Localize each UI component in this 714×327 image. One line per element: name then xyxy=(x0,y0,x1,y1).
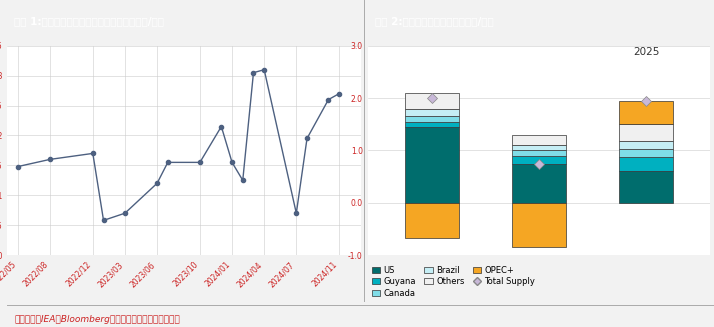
Bar xyxy=(619,157,673,171)
Bar xyxy=(619,124,673,141)
Bar xyxy=(512,150,565,156)
Text: 2025: 2025 xyxy=(633,47,659,57)
Bar xyxy=(512,135,565,145)
Bar xyxy=(512,203,565,247)
Bar xyxy=(619,171,673,203)
Text: 数据来源：IEA、Bloomberg、广发期货发展研究中心整理: 数据来源：IEA、Bloomberg、广发期货发展研究中心整理 xyxy=(14,315,180,324)
Bar xyxy=(512,156,565,164)
Bar xyxy=(406,109,458,116)
Bar xyxy=(512,145,565,150)
Bar xyxy=(406,94,458,109)
Bar xyxy=(512,164,565,203)
Bar xyxy=(619,141,673,149)
Bar xyxy=(619,101,673,124)
Bar xyxy=(619,149,673,157)
Bar xyxy=(406,122,458,127)
Bar xyxy=(406,116,458,122)
Bar xyxy=(406,127,458,203)
Legend: US, Guyana, Canada, Brazil, Others, OPEC+, Total Supply: US, Guyana, Canada, Brazil, Others, OPEC… xyxy=(372,266,536,298)
Bar xyxy=(406,203,458,238)
Text: 图表 2:全球原油增长预测（百万桶/日）: 图表 2:全球原油增长预测（百万桶/日） xyxy=(375,17,493,26)
Text: 图表 1:全球原油及液体燃料生产总量（百万桶/日）: 图表 1:全球原油及液体燃料生产总量（百万桶/日） xyxy=(14,17,164,26)
